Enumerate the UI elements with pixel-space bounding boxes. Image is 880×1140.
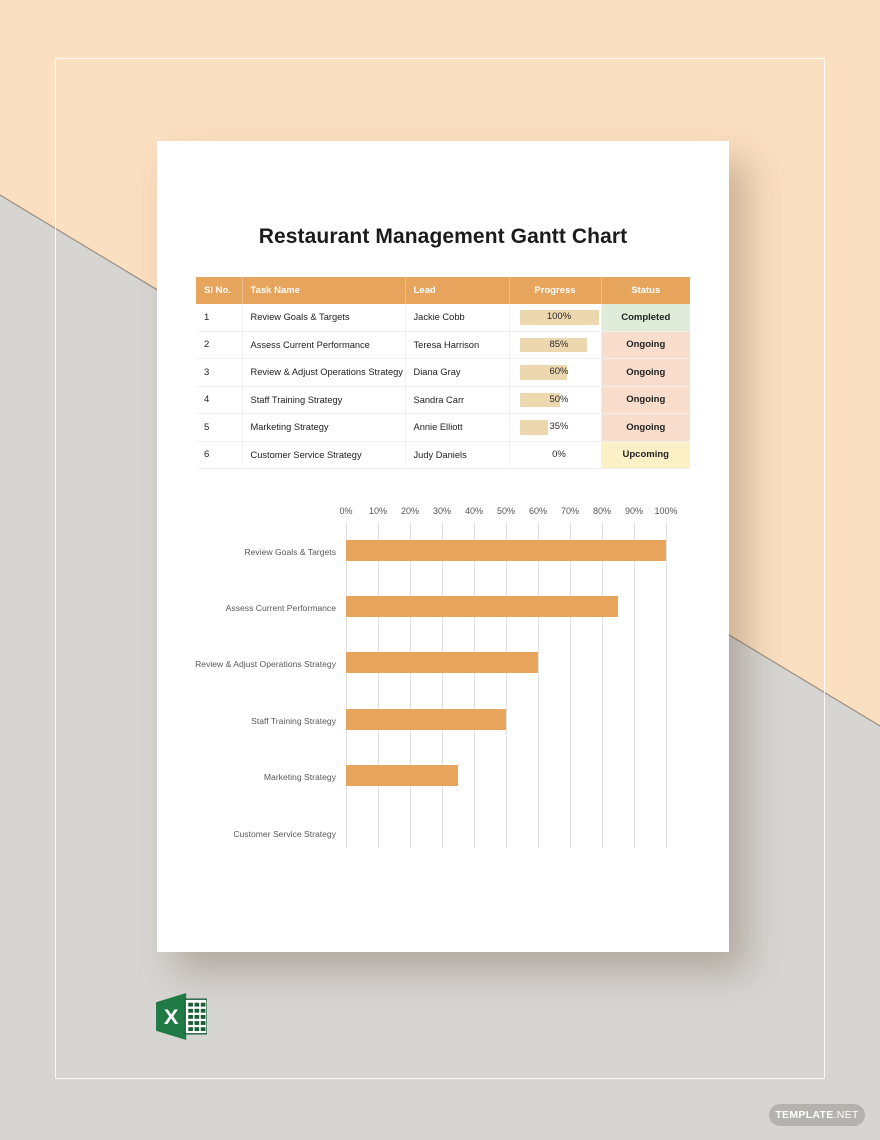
svg-text:X: X bbox=[164, 1004, 179, 1029]
